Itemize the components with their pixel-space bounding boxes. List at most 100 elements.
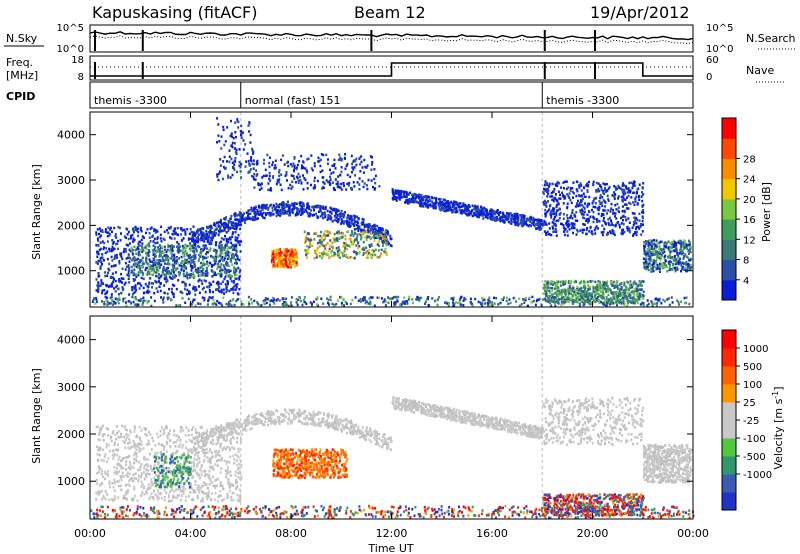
heatmap-cell [352,242,355,246]
heatmap-cell [263,158,266,162]
heatmap-cell [280,203,283,207]
heatmap-cell [483,213,486,216]
heatmap-cell [585,218,588,221]
heatmap-cell [234,151,237,154]
heatmap-cell [532,220,535,223]
heatmap-cell [614,215,616,218]
heatmap-cell [121,286,124,289]
heatmap-cell [376,296,379,299]
heatmap-cell [291,185,294,188]
heatmap-cell [192,254,195,258]
heatmap-cell [555,193,557,196]
heatmap-cell [235,227,238,231]
heatmap-cell [109,296,112,300]
heatmap-cell [163,230,166,233]
heatmap-cell [157,248,160,251]
heatmap-cell [504,217,507,220]
heatmap-cell [591,201,594,205]
heatmap-cell [225,261,228,264]
heatmap-cell [525,296,528,300]
heatmap-cell [124,281,127,284]
heatmap-cell [202,236,205,240]
heatmap-cell [506,212,508,215]
heatmap-cell [233,303,236,307]
heatmap-cell [235,226,238,229]
heatmap-cell [152,262,155,265]
heatmap-cell [201,274,204,277]
heatmap-cell [412,301,414,305]
heatmap-cell [216,175,219,178]
heatmap-cell [264,204,267,207]
heatmap-cell [233,256,235,260]
heatmap-cell [189,237,192,241]
heatmap-cell [449,297,452,300]
heatmap-cell [628,221,631,224]
heatmap-cell [367,251,370,255]
heatmap-cell [182,269,185,272]
heatmap-cell [117,225,120,229]
heatmap-cell [631,226,634,230]
heatmap-cell [574,289,577,292]
heatmap-cell [315,253,318,257]
heatmap-cell [122,299,125,303]
heatmap-cell [403,296,406,299]
heatmap-cell [210,296,213,300]
heatmap-cell [321,255,324,258]
heatmap-cell [365,300,368,303]
heatmap-cell [98,274,101,278]
heatmap-cell [232,161,235,164]
heatmap-cell [293,157,296,160]
heatmap-cell [214,262,217,265]
heatmap-cell [541,221,544,224]
heatmap-cell [271,163,274,167]
heatmap-cell [372,236,375,239]
heatmap-cell [104,228,107,231]
heatmap-cell [244,143,247,146]
heatmap-cell [222,264,225,267]
heatmap-cell [434,299,437,302]
heatmap-cell [600,214,603,218]
heatmap-cell [566,214,569,217]
beam-title: Beam 12 [354,3,426,22]
heatmap-cell [132,240,135,243]
heatmap-cell [272,256,275,260]
heatmap-cell [266,297,269,301]
heatmap-cell [333,214,336,218]
heatmap-cell [231,286,234,290]
heatmap-cell [353,250,355,253]
heatmap-cell [150,296,153,299]
heatmap-cell [121,281,123,284]
heatmap-cell [627,207,630,210]
heatmap-cell [125,227,128,230]
heatmap-cell [601,280,604,284]
heatmap-cell [182,280,185,284]
heatmap-cell [629,280,632,283]
heatmap-cell [169,236,171,239]
heatmap-cell [628,227,631,230]
heatmap-cell [329,295,332,299]
heatmap-cell [252,150,255,154]
heatmap-cell [222,296,225,300]
heatmap-cell [335,216,338,219]
heatmap-cell [354,215,356,218]
heatmap-cell [396,191,398,194]
heatmap-cell [232,281,235,284]
heatmap-cell [231,141,234,145]
heatmap-cell [490,214,493,218]
heatmap-cell [282,262,285,265]
heatmap-cell [144,246,147,249]
heatmap-cell [284,259,287,262]
heatmap-cell [566,206,569,210]
heatmap-cell [100,281,103,285]
heatmap-cell [238,164,241,167]
heatmap-cell [212,235,215,238]
heatmap-cell [452,209,455,213]
heatmap-cell [452,298,455,301]
heatmap-cell [620,286,623,289]
heatmap-cell [118,226,121,230]
heatmap-cell [287,164,290,168]
heatmap-cell [548,182,551,186]
heatmap-cell [520,215,523,219]
heatmap-cell [640,195,643,198]
heatmap-cell [210,255,213,258]
